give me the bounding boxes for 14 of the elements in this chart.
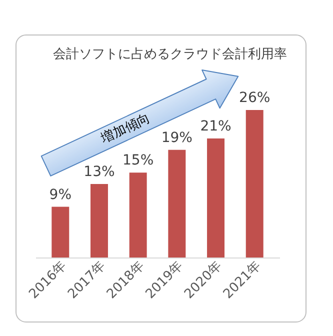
- data-label: 15%: [122, 152, 154, 169]
- bar: [207, 138, 225, 258]
- bar: [90, 184, 108, 258]
- bar: [168, 150, 186, 258]
- data-label: 9%: [49, 186, 72, 203]
- data-label: 19%: [161, 130, 192, 146]
- data-label: 13%: [84, 164, 115, 180]
- bar: [246, 110, 264, 258]
- annotation: 増加傾向: [98, 110, 153, 148]
- bar: [129, 172, 147, 258]
- bar: [52, 206, 70, 258]
- chart-title: 会計ソフトに占めるクラウド会計利用率: [53, 46, 287, 62]
- data-label: 21%: [200, 118, 232, 134]
- data-label: 26%: [239, 90, 270, 106]
